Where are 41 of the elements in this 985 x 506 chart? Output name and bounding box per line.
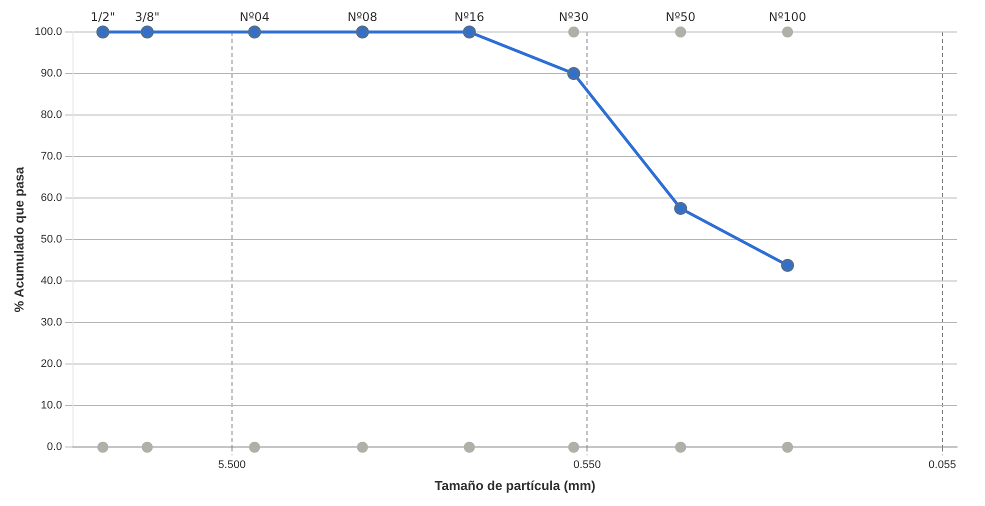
y-tick-label: 50.0 [40, 234, 62, 246]
annotation: Nº16 [454, 10, 484, 24]
point [782, 26, 794, 38]
point [675, 442, 686, 453]
y-axis-title: % Acumulado que pasa [11, 166, 26, 312]
y-tick-label: 40.0 [40, 275, 62, 288]
point [248, 26, 262, 38]
annotation: Nº08 [348, 10, 378, 24]
y-tick-label: 0.0 [46, 441, 62, 454]
point [356, 442, 368, 453]
point [675, 26, 686, 38]
annotation: Nº100 [768, 10, 806, 24]
annotation: Nº30 [558, 10, 589, 24]
point [356, 26, 369, 38]
annotation: 3/8" [134, 10, 160, 24]
y-tick-label: 90.0 [40, 68, 62, 80]
point [674, 202, 688, 215]
annotation: Nº50 [666, 10, 696, 24]
annotation: Nº04 [240, 10, 270, 24]
y-tick-label: 100.0 [34, 26, 62, 38]
point [568, 442, 580, 453]
point [464, 442, 475, 453]
y-tick-label: 20.0 [40, 358, 62, 370]
point [140, 26, 154, 38]
point [249, 442, 260, 453]
y-tick-label: 10.0 [40, 400, 62, 412]
y-tick-label: 60.0 [40, 192, 62, 204]
x-tick-label: 0.550 [573, 458, 601, 471]
point [781, 258, 794, 272]
x-tick-label: 5.500 [218, 458, 246, 471]
point [462, 26, 476, 38]
y-tick-label: 30.0 [40, 316, 62, 329]
point [567, 67, 580, 80]
annotation: 1/2" [90, 10, 116, 24]
x-axis-title: Tamaño de partícula (mm) [434, 478, 596, 493]
x-tick-label: 0.055 [928, 458, 956, 471]
point [782, 442, 794, 453]
y-tick-label: 80.0 [40, 109, 62, 122]
point [142, 442, 153, 453]
y-tick-label: 70.0 [40, 150, 62, 163]
point [568, 26, 580, 38]
